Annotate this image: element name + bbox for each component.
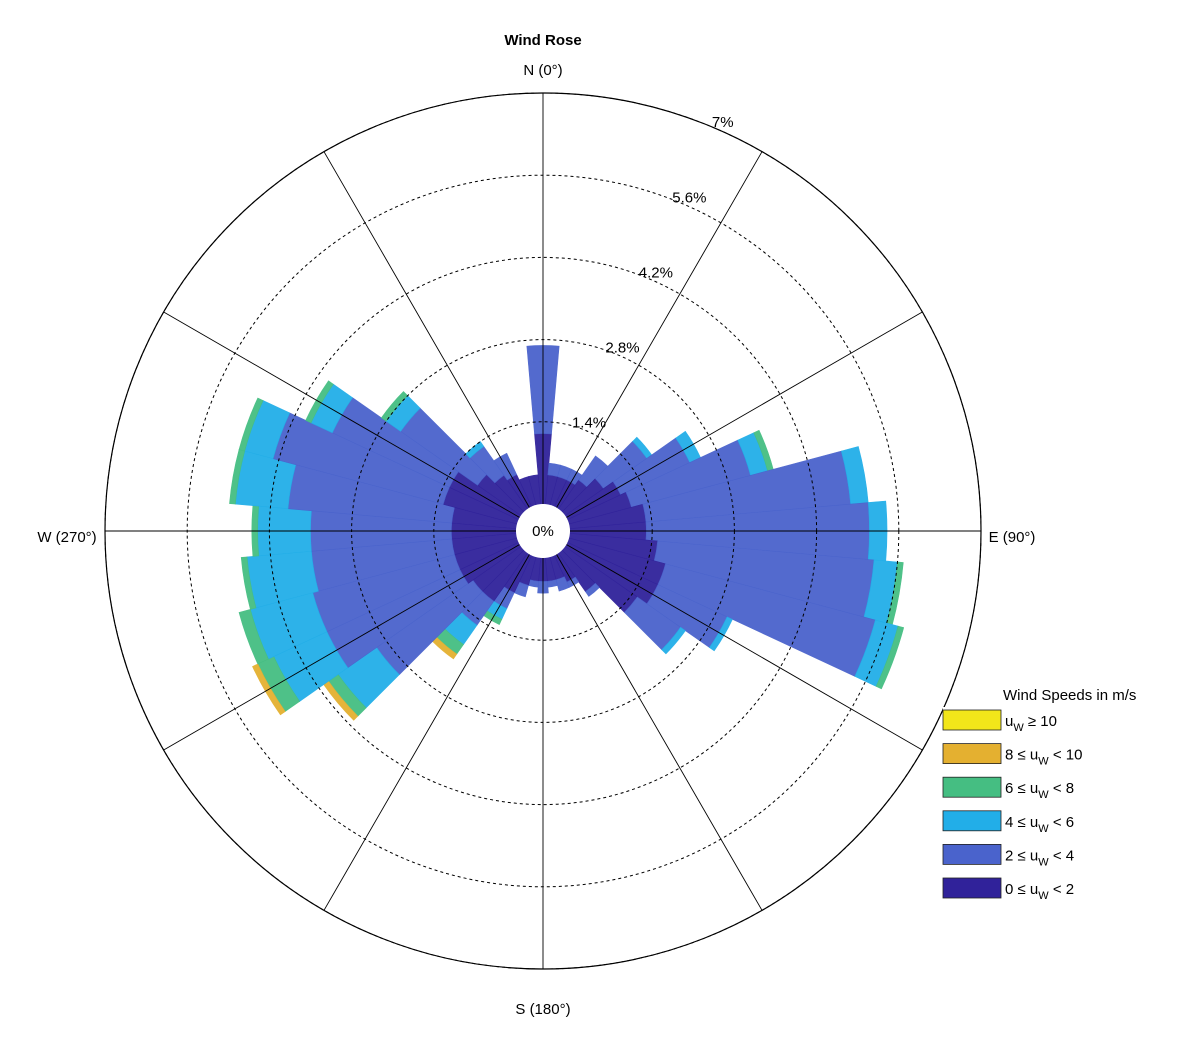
polar-grid [104, 92, 982, 970]
sector-130-bin-2 [661, 626, 686, 655]
radial-tick-labels: 1.4% 2.8% 4.2% 5.6% 7% [572, 114, 734, 431]
center-label: 0% [532, 523, 554, 540]
sector-260-bin-3 [240, 556, 257, 610]
south-label: S (180°) [515, 1001, 570, 1018]
legend-label-2: 6 ≤ uW < 8 [1005, 780, 1074, 801]
spoke-210 [323, 554, 530, 911]
legend-swatch-4 [942, 844, 1002, 865]
east-label: E (90°) [989, 529, 1036, 546]
spoke-300 [163, 311, 520, 518]
spoke-240 [163, 544, 520, 751]
sector-170-bin-1 [547, 579, 558, 588]
spoke-30 [556, 151, 763, 508]
legend-label-4: 2 ≤ uW < 4 [1005, 847, 1074, 868]
legend: Wind Speeds in m/s uW ≥ 10 8 ≤ uW < 10 6 ≤ … [942, 687, 1184, 902]
legend-swatch-2 [942, 776, 1002, 798]
sector-140-bin-1 [585, 582, 600, 597]
legend-swatch-1 [942, 743, 1002, 764]
spoke-120 [566, 544, 923, 751]
legend-box [943, 707, 1184, 902]
sector-290-bin-3 [238, 397, 264, 452]
legend-swatch-0 [942, 709, 1002, 731]
legend-title: Wind Speeds in m/s [1003, 687, 1136, 704]
legend-label-1: 8 ≤ uW < 10 [1005, 747, 1082, 768]
legend-swatch-3 [942, 810, 1002, 832]
north-label: N (0°) [523, 62, 562, 79]
ring-label-2: 4.2% [639, 264, 673, 281]
ring-label-4: 7% [712, 114, 734, 131]
west-label: W (270°) [37, 529, 96, 546]
sector-330-bin-1 [493, 452, 518, 481]
sector-110-bin-3 [875, 625, 905, 690]
ring-label-1: 2.8% [605, 339, 639, 356]
center-hole [516, 504, 570, 558]
sectors-group [229, 345, 905, 721]
legend-label-5: 0 ≤ uW < 2 [1005, 881, 1074, 902]
ring-label-3: 5.6% [672, 189, 706, 206]
legend-label-0: uW ≥ 10 [1005, 713, 1057, 734]
chart-title: Wind Rose [504, 32, 581, 49]
legend-label-3: 4 ≤ uW < 6 [1005, 814, 1074, 835]
spoke-60 [566, 311, 923, 518]
spoke-330 [323, 151, 530, 508]
ring-label-0: 1.4% [572, 415, 606, 432]
legend-swatch-5 [942, 877, 1002, 899]
spoke-150 [556, 554, 763, 911]
